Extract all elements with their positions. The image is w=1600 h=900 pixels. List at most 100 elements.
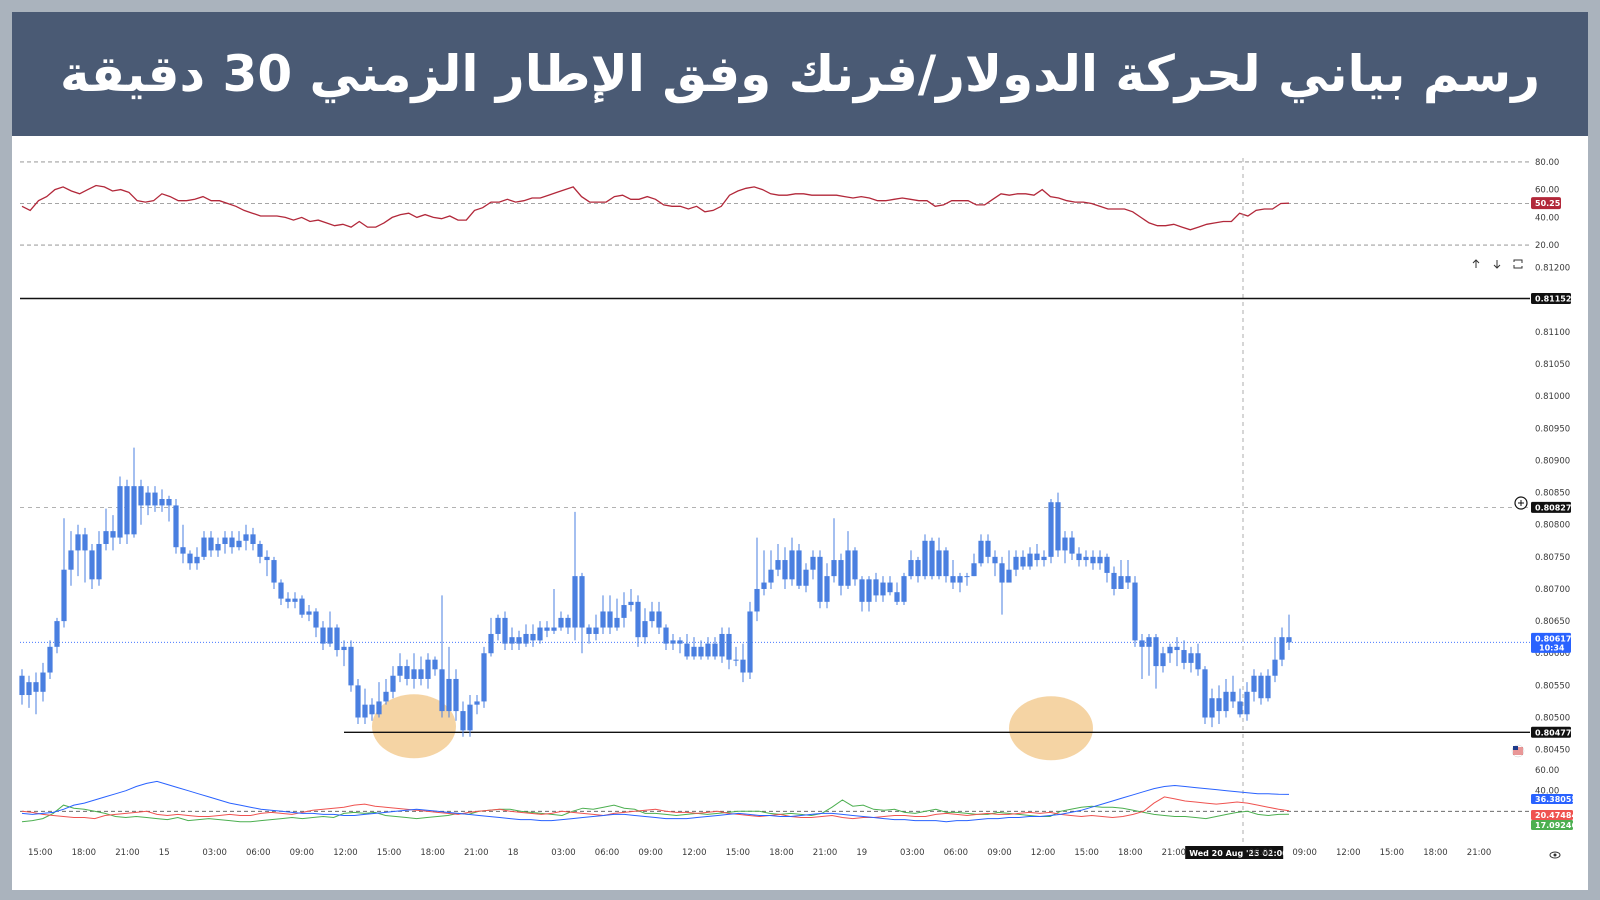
candle [404, 659, 410, 686]
candle [1237, 688, 1243, 718]
candle [943, 547, 949, 583]
time-tick-label: 06:00 [595, 848, 620, 858]
candle-body [131, 486, 137, 535]
candle [1258, 672, 1264, 705]
candle [390, 666, 396, 699]
candle-body [915, 560, 921, 577]
candle-body [740, 659, 746, 673]
candle-body [824, 576, 830, 602]
candle [992, 550, 998, 577]
eye-icon[interactable] [1549, 851, 1561, 859]
candle-body [54, 621, 60, 647]
time-tick-label: 12:00 [1031, 848, 1056, 858]
candle-body [250, 534, 256, 544]
candle-body [1055, 502, 1061, 551]
candle [579, 572, 585, 654]
candle [908, 550, 914, 580]
candle [257, 540, 263, 564]
time-tick-label: 03:00 [202, 848, 227, 858]
candle [355, 678, 361, 724]
candle-body [271, 560, 277, 583]
candle [516, 630, 522, 651]
current-price-label: 0.80617 [1535, 634, 1571, 643]
candle-body [1048, 502, 1054, 557]
time-tick-label: 18:00 [420, 848, 445, 858]
candle-body [82, 534, 88, 551]
candle-body [565, 617, 571, 628]
candle-body [831, 560, 837, 577]
candle [376, 682, 382, 718]
us-flag-icon[interactable] [1511, 744, 1525, 758]
candle-body [1139, 640, 1145, 647]
candle [614, 598, 620, 631]
minus_di-line [21, 796, 1290, 820]
time-tick-label: 09:00 [290, 848, 315, 858]
candle [1188, 646, 1194, 673]
price-tick-label: 0.80500 [1535, 714, 1570, 724]
candle-body [1132, 582, 1138, 641]
arrow-down-icon[interactable] [1493, 260, 1501, 269]
candle-body [845, 550, 851, 586]
adx-line [21, 780, 1290, 823]
candle [1216, 685, 1222, 724]
candle-body [152, 492, 158, 506]
candle [1279, 627, 1285, 667]
candle [481, 646, 487, 708]
candle-body [1076, 553, 1082, 561]
candle-body [201, 537, 207, 557]
candle [488, 617, 494, 657]
candle [803, 563, 809, 593]
candle [103, 508, 109, 551]
candle [180, 524, 186, 564]
target-cross [1518, 500, 1524, 506]
candle [124, 479, 130, 544]
candle [607, 595, 613, 634]
price-tick-label: 0.80900 [1535, 456, 1570, 466]
candle-body [712, 643, 718, 657]
candle [1055, 492, 1061, 557]
candle-body [537, 627, 543, 641]
target-icon[interactable] [1514, 496, 1528, 510]
candle [1160, 646, 1166, 673]
flag-canton [1513, 746, 1518, 750]
candle-body [26, 682, 32, 696]
candle-body [817, 556, 823, 602]
candle [754, 537, 760, 622]
plus_di-value-tag [1531, 820, 1573, 830]
candle-body [495, 617, 501, 634]
candle [299, 595, 305, 618]
candle-body [334, 627, 340, 651]
eye-pupil [1553, 853, 1557, 857]
time-cursor-label: Wed 20 Aug '25 02:00 [1189, 849, 1288, 858]
candle-body [1216, 698, 1222, 712]
candle-body [992, 556, 998, 564]
arrow-up-icon[interactable] [1472, 259, 1480, 268]
plus_di-line [21, 799, 1290, 823]
candle-body [684, 643, 690, 657]
candle-body [103, 531, 109, 544]
candle-body [1062, 537, 1068, 551]
candle [159, 489, 165, 512]
candle [236, 531, 242, 551]
candle-body [355, 685, 361, 718]
candle [1027, 547, 1033, 570]
candle-body [957, 576, 963, 583]
refresh-icon[interactable] [1513, 259, 1523, 269]
candle-body [383, 691, 389, 702]
candle [873, 572, 879, 602]
candle [663, 624, 669, 651]
candle-body [362, 704, 368, 718]
eye-outline [1549, 851, 1561, 859]
candle [649, 601, 655, 628]
resistance-price-label: 0.81152 [1535, 294, 1571, 303]
candle [824, 563, 830, 609]
candle-body [663, 627, 669, 644]
candle-body [1013, 556, 1019, 570]
candle-body [432, 659, 438, 670]
time-tick-label: 12:00 [1336, 848, 1361, 858]
candle-body [586, 627, 592, 634]
candle [1034, 543, 1040, 567]
time-tick-label: 21:00 [813, 848, 838, 858]
